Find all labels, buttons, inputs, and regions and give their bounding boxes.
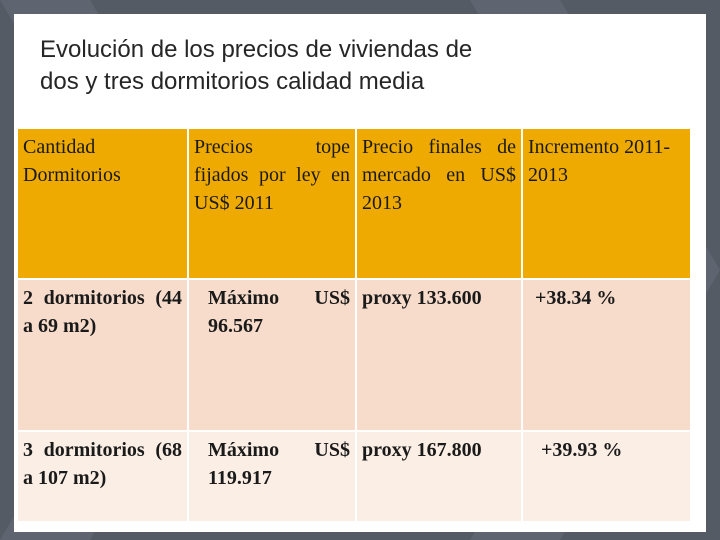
price-table: Cantidad Dormitorios Precios tope fijado… [16, 127, 692, 523]
table-cell: 3 dormitorios (68 a 107 m2) [16, 430, 189, 523]
header-precios-tope: Precios tope fijados por ley en US$ 2011 [194, 136, 350, 214]
title-line-1: Evolución de los precios de viviendas de [40, 36, 473, 63]
table-row: 2 dormitorios (44 a 69 m2) Máximo US$ 96… [16, 278, 692, 432]
header-cell: Precios tope fijados por ley en US$ 2011 [187, 127, 357, 280]
header-cell: Incremento 2011- 2013 [521, 127, 692, 280]
cell-precio-tope: Máximo US$ 119.917 [208, 439, 350, 489]
cell-dormitorios: 2 dormitorios (44 a 69 m2) [23, 287, 182, 337]
table-cell: 2 dormitorios (44 a 69 m2) [16, 278, 189, 432]
cell-precio-final: proxy 133.600 [362, 287, 482, 309]
cell-dormitorios: 3 dormitorios (68 a 107 m2) [23, 439, 182, 489]
cell-incremento: +39.93 % [541, 439, 623, 461]
slide-title: Evolución de los precios de viviendas de… [40, 34, 680, 98]
cell-precio-tope: Máximo US$ 96.567 [208, 287, 350, 337]
header-cell: Precio finales de mercado en US$ 2013 [355, 127, 523, 280]
table-cell: Máximo US$ 119.917 [187, 430, 357, 523]
table-cell: Máximo US$ 96.567 [187, 278, 357, 432]
cell-precio-final: proxy 167.800 [362, 439, 482, 461]
table-cell: +39.93 % [521, 430, 692, 523]
cell-incremento: +38.34 % [535, 287, 617, 309]
header-cantidad-dormitorios: Cantidad Dormitorios [23, 136, 121, 186]
table-cell: +38.34 % [521, 278, 692, 432]
header-incremento: Incremento 2011- 2013 [528, 136, 670, 186]
table-cell: proxy 133.600 [355, 278, 523, 432]
title-line-2: dos y tres dormitorios calidad media [40, 68, 425, 95]
table-header-row: Cantidad Dormitorios Precios tope fijado… [16, 127, 692, 280]
table-cell: proxy 167.800 [355, 430, 523, 523]
table-row: 3 dormitorios (68 a 107 m2) Máximo US$ 1… [16, 430, 692, 523]
header-precio-finales: Precio finales de mercado en US$ 2013 [362, 136, 516, 214]
header-cell: Cantidad Dormitorios [16, 127, 189, 280]
